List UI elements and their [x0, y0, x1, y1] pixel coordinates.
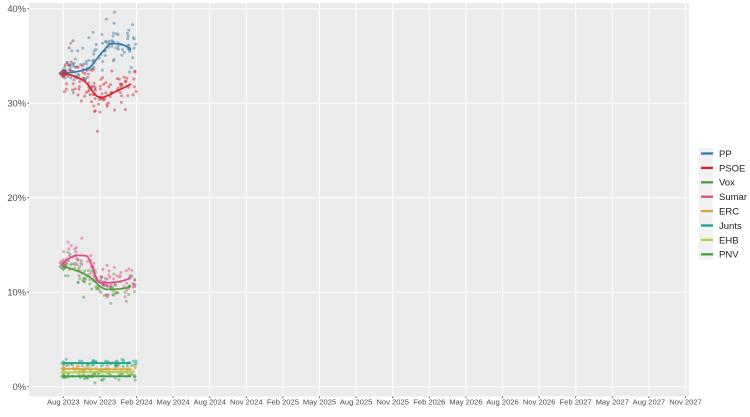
svg-text:Aug 2027: Aug 2027 — [633, 397, 666, 406]
svg-text:0%: 0% — [13, 382, 26, 392]
svg-text:Vox: Vox — [719, 178, 735, 189]
svg-text:Nov 2025: Nov 2025 — [376, 397, 409, 406]
svg-text:PP: PP — [719, 149, 732, 160]
svg-text:PNV: PNV — [719, 250, 739, 261]
svg-text:May 2026: May 2026 — [449, 397, 482, 406]
svg-text:Feb 2025: Feb 2025 — [267, 397, 299, 406]
svg-text:PSOE: PSOE — [719, 163, 745, 174]
svg-text:Sumar: Sumar — [719, 192, 747, 203]
svg-text:May 2024: May 2024 — [156, 397, 189, 406]
svg-text:May 2025: May 2025 — [303, 397, 336, 406]
svg-text:Aug 2024: Aug 2024 — [193, 397, 226, 406]
svg-text:Nov 2023: Nov 2023 — [84, 397, 117, 406]
svg-text:May 2027: May 2027 — [596, 397, 629, 406]
svg-text:Aug 2026: Aug 2026 — [486, 397, 519, 406]
svg-text:Nov 2027: Nov 2027 — [669, 397, 702, 406]
svg-text:ERC: ERC — [719, 207, 739, 218]
svg-text:Aug 2025: Aug 2025 — [340, 397, 373, 406]
svg-text:20%: 20% — [7, 193, 26, 203]
svg-text:Aug 2023: Aug 2023 — [47, 397, 80, 406]
svg-text:Junts: Junts — [719, 221, 742, 232]
svg-text:40%: 40% — [7, 4, 26, 14]
svg-text:Nov 2024: Nov 2024 — [230, 397, 263, 406]
svg-text:Nov 2026: Nov 2026 — [523, 397, 556, 406]
svg-text:Feb 2024: Feb 2024 — [120, 397, 152, 406]
svg-text:Feb 2026: Feb 2026 — [413, 397, 445, 406]
svg-text:Feb 2027: Feb 2027 — [560, 397, 592, 406]
svg-text:30%: 30% — [7, 98, 26, 108]
svg-text:EHB: EHB — [719, 235, 739, 246]
svg-text:10%: 10% — [7, 287, 26, 297]
